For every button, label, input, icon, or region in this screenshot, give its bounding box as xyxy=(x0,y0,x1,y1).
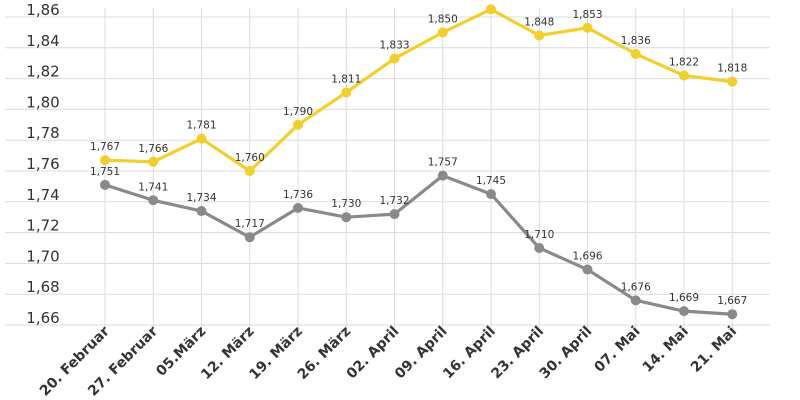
data-label-gray: 1,757 xyxy=(428,157,458,169)
data-point-yellow xyxy=(630,48,641,59)
data-label-gray: 1,667 xyxy=(717,295,747,307)
data-point-gray xyxy=(341,212,352,223)
y-tick-label: 1,78 xyxy=(26,124,59,142)
series-layer xyxy=(100,4,738,320)
data-point-yellow xyxy=(582,22,593,33)
x-tick-label: 26. März xyxy=(295,324,354,383)
data-point-gray xyxy=(679,306,689,317)
data-point-yellow xyxy=(341,87,352,98)
data-label-gray: 1,745 xyxy=(476,175,506,187)
data-label-yellow: 1,848 xyxy=(524,16,554,28)
data-point-gray xyxy=(437,170,448,181)
data-point-yellow xyxy=(244,166,255,176)
data-point-gray xyxy=(244,232,255,243)
x-tick-label: 14. Mai xyxy=(640,324,692,376)
data-point-yellow xyxy=(293,119,303,130)
x-tick-label: 21. Mai xyxy=(688,324,740,376)
data-point-yellow xyxy=(727,76,738,87)
data-label-yellow: 1,836 xyxy=(621,35,651,47)
data-point-gray xyxy=(727,309,738,320)
data-point-gray xyxy=(486,189,496,200)
data-label-gray: 1,696 xyxy=(572,251,602,263)
data-label-gray: 1,710 xyxy=(524,229,554,241)
y-tick-label: 1,76 xyxy=(26,155,59,173)
data-point-yellow xyxy=(100,155,110,166)
y-axis-ticks: 1,86 1,84 1,82 1,80 1,78 1,76 1,74 1,72 1,70 1,68… xyxy=(26,1,59,327)
data-point-yellow xyxy=(196,133,207,144)
data-point-gray xyxy=(293,202,303,213)
y-tick-label: 1,82 xyxy=(26,63,59,81)
data-label-yellow: 1,790 xyxy=(283,106,313,118)
data-label-gray: 1,736 xyxy=(283,189,313,201)
x-tick-label: 30. April xyxy=(537,324,596,383)
data-label-yellow: 1,760 xyxy=(235,152,265,164)
data-point-gray xyxy=(100,179,110,190)
data-label-yellow: 1,811 xyxy=(331,73,361,85)
data-point-gray xyxy=(389,209,400,220)
data-label-yellow: 1,833 xyxy=(379,40,409,52)
y-tick-label: 1,86 xyxy=(26,1,59,19)
y-tick-label: 1,74 xyxy=(26,186,59,204)
data-label-yellow: 1,822 xyxy=(669,57,699,69)
y-tick-label: 1,68 xyxy=(26,278,59,296)
data-point-yellow xyxy=(437,27,448,38)
y-tick-label: 1,66 xyxy=(26,309,59,327)
data-label-yellow: 1,781 xyxy=(186,120,216,132)
data-label-gray: 1,676 xyxy=(621,281,651,293)
data-label-yellow: 1,766 xyxy=(138,143,168,155)
grid-lines xyxy=(5,8,770,330)
data-label-yellow: 1,853 xyxy=(572,9,602,21)
y-tick-label: 1,72 xyxy=(26,217,59,235)
series-line-gray xyxy=(103,174,734,316)
data-label-gray: 1,734 xyxy=(186,192,216,204)
data-labels: 1,767 1,766 1,781 1,760 1,790 1,811 1,833 1,850… xyxy=(90,9,747,307)
data-label-yellow: 1,850 xyxy=(428,13,458,25)
y-tick-label: 1,84 xyxy=(26,32,59,50)
data-point-yellow xyxy=(389,53,400,64)
data-point-yellow xyxy=(534,30,545,41)
data-point-gray xyxy=(582,264,593,275)
y-tick-label: 1,70 xyxy=(26,247,59,265)
data-label-yellow: 1,767 xyxy=(90,141,120,153)
data-label-yellow: 1,818 xyxy=(717,63,747,75)
data-point-yellow xyxy=(486,4,496,15)
data-label-gray: 1,741 xyxy=(138,181,168,193)
data-point-gray xyxy=(630,295,641,306)
data-label-gray: 1,669 xyxy=(669,292,699,304)
data-label-gray: 1,732 xyxy=(379,195,409,207)
x-tick-label: 07. Mai xyxy=(591,324,643,376)
data-label-gray: 1,717 xyxy=(235,218,265,230)
data-point-yellow xyxy=(148,156,159,167)
data-point-gray xyxy=(148,195,159,206)
series-line-yellow xyxy=(103,7,734,173)
y-tick-label: 1,80 xyxy=(26,93,59,111)
data-point-gray xyxy=(196,206,207,217)
data-label-gray: 1,751 xyxy=(90,166,120,178)
data-point-gray xyxy=(534,243,545,253)
data-label-gray: 1,730 xyxy=(331,198,361,210)
data-point-yellow xyxy=(679,70,689,81)
